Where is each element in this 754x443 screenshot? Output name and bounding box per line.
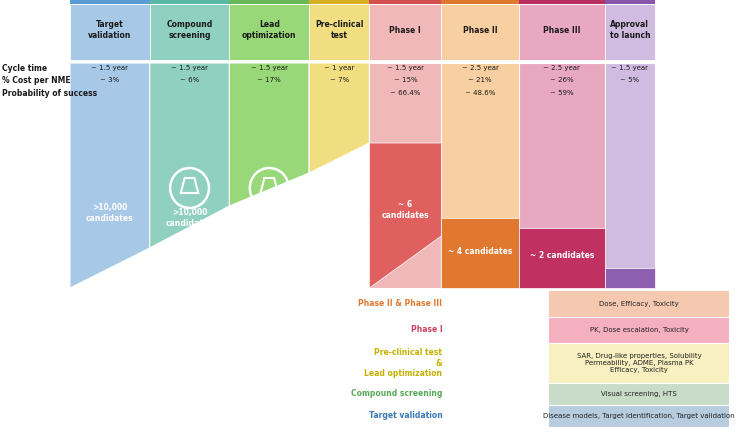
Bar — [309, 4, 369, 60]
Text: Phase II: Phase II — [463, 26, 498, 35]
Bar — [150, 4, 229, 60]
Text: Compound screening: Compound screening — [351, 389, 443, 399]
Text: ~ 2.5 year: ~ 2.5 year — [544, 65, 581, 71]
Text: ~ 17%: ~ 17% — [257, 77, 281, 83]
Bar — [549, 405, 729, 427]
Text: Lead
optimization: Lead optimization — [242, 20, 296, 40]
Bar — [369, 4, 441, 60]
Bar — [519, 4, 605, 60]
Text: ~ 250
candidates: ~ 250 candidates — [246, 208, 293, 228]
Bar — [229, 4, 309, 60]
Text: Target
validation: Target validation — [88, 20, 131, 40]
Text: Cycle time: Cycle time — [2, 63, 47, 73]
Text: Phase III: Phase III — [543, 26, 581, 35]
Bar — [369, 63, 441, 288]
Bar — [605, 268, 655, 288]
Text: ~ 5%: ~ 5% — [621, 77, 639, 83]
Text: >10,000
candidates: >10,000 candidates — [86, 203, 133, 223]
Text: Pre-clinical
test: Pre-clinical test — [315, 20, 363, 40]
Bar — [519, 0, 605, 4]
Text: ~ 1.5 year: ~ 1.5 year — [251, 65, 288, 71]
Polygon shape — [309, 63, 369, 173]
Bar — [549, 383, 729, 405]
Polygon shape — [150, 63, 229, 248]
Bar — [309, 0, 369, 4]
Text: ~ 59%: ~ 59% — [550, 90, 574, 96]
Bar — [519, 228, 605, 288]
Text: ~ 1 year: ~ 1 year — [324, 65, 354, 71]
Bar — [70, 0, 150, 4]
Bar — [441, 218, 519, 288]
Text: ~ 2.5 year: ~ 2.5 year — [461, 65, 498, 71]
Text: ~ 15%: ~ 15% — [394, 77, 417, 83]
Text: ~ 6%: ~ 6% — [180, 77, 199, 83]
Bar — [549, 291, 729, 317]
Text: 10-20
candidates: 10-20 candidates — [315, 208, 363, 228]
Text: ~ 26%: ~ 26% — [550, 77, 574, 83]
Text: ~ 6
candidates: ~ 6 candidates — [382, 200, 429, 220]
Bar — [369, 0, 441, 4]
Bar — [70, 4, 150, 60]
Text: SAR, Drug-like properties, Solubility
Permeability, ADME, Plasma PK
Efficacy, To: SAR, Drug-like properties, Solubility Pe… — [577, 353, 701, 373]
Text: ~ 1.5 year: ~ 1.5 year — [91, 65, 128, 71]
Text: ~ 4 candidates: ~ 4 candidates — [448, 246, 513, 256]
Text: Visual screening, HTS: Visual screening, HTS — [601, 391, 677, 397]
Text: ~ 1.5 year: ~ 1.5 year — [387, 65, 424, 71]
Bar — [549, 343, 729, 383]
Polygon shape — [70, 63, 150, 288]
Bar — [605, 63, 655, 288]
Text: ~ 7%: ~ 7% — [329, 77, 349, 83]
Text: ~ 21%: ~ 21% — [468, 77, 492, 83]
Text: >10,000
candidates: >10,000 candidates — [166, 208, 213, 228]
Bar — [519, 63, 605, 288]
Bar — [441, 63, 519, 288]
Text: Target validation: Target validation — [369, 412, 443, 420]
Text: ~ 48.6%: ~ 48.6% — [465, 90, 495, 96]
Bar — [150, 0, 229, 4]
Text: Dose, Efficacy, Toxicity: Dose, Efficacy, Toxicity — [599, 301, 679, 307]
Text: Compound
screening: Compound screening — [167, 20, 213, 40]
Text: Approval
to launch: Approval to launch — [609, 20, 650, 40]
Text: Phase II & Phase III: Phase II & Phase III — [358, 299, 443, 308]
Bar — [605, 4, 655, 60]
Bar — [441, 0, 519, 4]
Bar — [549, 317, 729, 343]
Bar — [229, 0, 309, 4]
Text: % Cost per NME: % Cost per NME — [2, 75, 71, 85]
Text: Phase I: Phase I — [410, 326, 443, 334]
Polygon shape — [229, 63, 309, 206]
Text: ~ 1.5 year: ~ 1.5 year — [171, 65, 208, 71]
Bar — [441, 4, 519, 60]
Text: ~ 66.4%: ~ 66.4% — [390, 90, 421, 96]
Text: Probability of success: Probability of success — [2, 89, 97, 97]
Bar — [605, 0, 655, 4]
Text: Pre-clinical test
&
Lead optimization: Pre-clinical test & Lead optimization — [364, 348, 443, 378]
Text: ~ 3%: ~ 3% — [100, 77, 119, 83]
Text: Disease models, Target identification, Target validation: Disease models, Target identification, T… — [543, 413, 735, 419]
Text: PK, Dose escalation, Toxicity: PK, Dose escalation, Toxicity — [590, 327, 688, 333]
Polygon shape — [369, 143, 441, 288]
Text: Phase I: Phase I — [390, 26, 421, 35]
Text: ~ 1.5 year: ~ 1.5 year — [611, 65, 648, 71]
Text: ~ 2 candidates: ~ 2 candidates — [529, 252, 594, 260]
